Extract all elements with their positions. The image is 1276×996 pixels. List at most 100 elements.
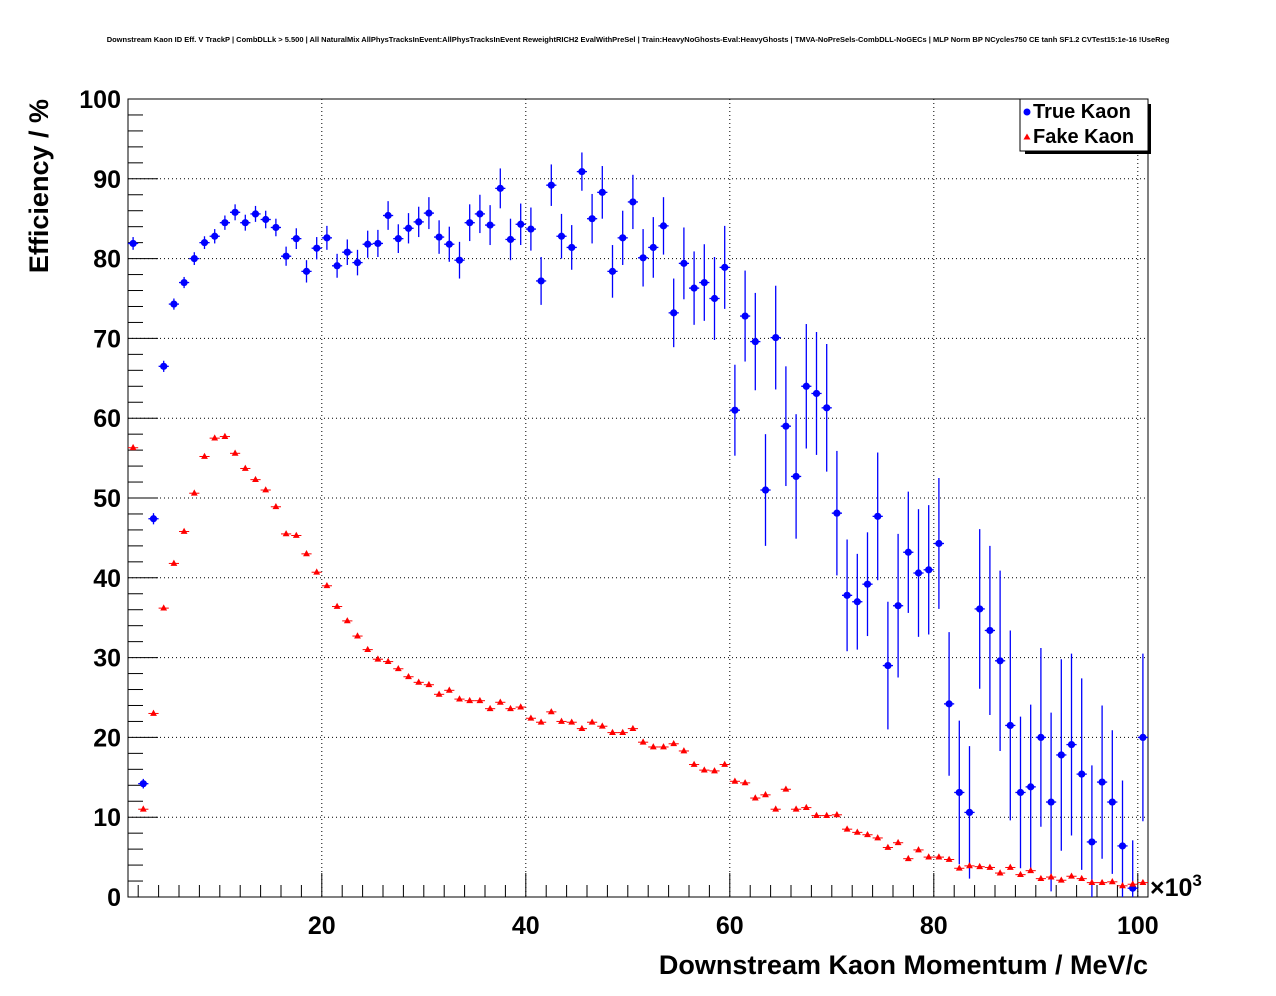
- true-kaon-point: [1016, 788, 1025, 797]
- true-kaon-point: [731, 406, 739, 414]
- fake-kaon-point: [660, 743, 667, 750]
- true-kaon-point: [333, 262, 341, 270]
- true-kaon-point: [659, 222, 668, 230]
- fake-kaon-point: [252, 475, 259, 483]
- fake-kaon-point: [568, 718, 576, 725]
- fake-kaon-point: [129, 443, 137, 451]
- x-tick-label: 20: [308, 912, 336, 940]
- fake-kaon-point: [241, 464, 249, 471]
- fake-kaon-point: [150, 709, 157, 716]
- true-kaon-point: [445, 240, 453, 248]
- x-tick-label: 100: [1117, 912, 1159, 940]
- fake-kaon-point: [894, 838, 902, 846]
- fake-kaon-point: [884, 843, 892, 850]
- true-kaon-point: [853, 598, 861, 606]
- true-kaon-point: [700, 278, 708, 287]
- axis-ticks: [128, 98, 1139, 898]
- true-kaon-point: [272, 223, 280, 232]
- true-kaon-point: [139, 780, 147, 788]
- true-kaon-point: [200, 239, 209, 247]
- true-kaon-point: [496, 184, 504, 192]
- true-kaon-point: [170, 300, 178, 308]
- true-kaon-point: [598, 188, 606, 196]
- fake-kaon-point: [741, 779, 749, 786]
- true-kaon-point: [374, 239, 382, 248]
- fake-kaon-point: [945, 855, 953, 862]
- true-kaon-point: [751, 337, 759, 346]
- fake-kaon-point: [547, 708, 555, 715]
- true-kaon-point: [874, 512, 882, 520]
- fake-kaon-point: [904, 854, 912, 862]
- fake-kaon-point: [405, 672, 412, 680]
- true-kaon-point: [527, 225, 535, 233]
- fake-kaon-point: [456, 695, 463, 702]
- true-kaon-point: [741, 312, 749, 320]
- fake-kaon-point: [986, 863, 994, 870]
- fake-kaon-point: [364, 645, 372, 653]
- fake-kaon-point: [354, 632, 361, 639]
- y-axis-title: Efficiency / %: [24, 99, 54, 273]
- y-tick-label: 10: [93, 804, 121, 832]
- chart-title: Downstream Kaon ID Eff. V TrackP | CombD…: [107, 35, 1170, 44]
- fake-kaon-point: [190, 489, 198, 496]
- true-kaon-point: [670, 309, 678, 317]
- true-kaon-point: [690, 284, 698, 292]
- true-kaon-point: [802, 382, 810, 390]
- true-kaon-point: [302, 267, 311, 275]
- y-tick-labels: 0 10 20 30 40 50 60 70 80 90 100: [79, 86, 121, 912]
- true-kaon-point: [843, 591, 851, 599]
- true-kaon-point: [680, 259, 688, 267]
- fake-kaon-point: [180, 527, 188, 534]
- y-tick-label: 100: [79, 86, 121, 114]
- fake-kaon-point: [721, 760, 729, 767]
- y-tick-label: 90: [93, 166, 121, 194]
- fake-kaon-point: [272, 502, 280, 510]
- true-kaon-point: [476, 210, 484, 218]
- fake-kaon-point: [751, 794, 759, 801]
- series-true-kaon: [128, 152, 1148, 897]
- true-kaon-point: [323, 234, 331, 242]
- true-kaon-point: [353, 258, 362, 267]
- fake-kaon-point: [700, 766, 708, 773]
- fake-kaon-point: [517, 703, 525, 710]
- true-kaon-point: [986, 626, 994, 635]
- fake-kaon-point: [466, 696, 474, 704]
- fake-kaon-point: [813, 811, 820, 819]
- true-kaon-point: [1108, 798, 1116, 806]
- fake-kaon-point: [374, 655, 382, 662]
- x-tick-label: 80: [920, 912, 948, 940]
- fake-kaon-point: [711, 767, 718, 774]
- fake-kaon-point: [1006, 863, 1014, 870]
- true-kaon-point: [608, 267, 617, 275]
- true-kaon-point: [231, 208, 239, 216]
- true-kaon-point: [782, 422, 790, 430]
- true-kaon-point: [1098, 778, 1106, 786]
- true-kaon-point: [241, 219, 249, 227]
- fake-kaon-point: [731, 777, 739, 784]
- fake-kaon-point: [966, 862, 973, 869]
- true-kaon-point: [364, 240, 372, 248]
- true-kaon-point: [965, 808, 974, 817]
- fake-kaon-point: [476, 696, 484, 704]
- fake-kaon-point: [1027, 866, 1035, 874]
- fake-kaon-point: [864, 830, 871, 838]
- fake-kaon-point: [313, 568, 321, 575]
- fake-kaon-point: [670, 739, 678, 747]
- true-kaon-point: [537, 277, 545, 285]
- x-tick-label: 40: [512, 912, 540, 940]
- true-kaon-point: [884, 661, 892, 670]
- y-tick-label: 80: [93, 246, 121, 274]
- fake-kaon-point: [1078, 874, 1086, 882]
- fake-kaon-point: [792, 805, 800, 812]
- fake-kaon-point: [231, 449, 239, 456]
- fake-kaon-point: [292, 531, 300, 538]
- fake-kaon-point: [384, 657, 392, 664]
- legend-fake-kaon-marker: [1023, 133, 1031, 140]
- fake-kaon-point: [323, 581, 331, 589]
- true-kaon-point: [649, 243, 657, 252]
- true-kaon-point: [812, 389, 821, 398]
- fake-kaon-point: [578, 724, 586, 732]
- fake-kaon-point: [690, 760, 698, 767]
- fake-kaon-point: [1098, 878, 1106, 886]
- true-kaon-point: [1067, 740, 1076, 749]
